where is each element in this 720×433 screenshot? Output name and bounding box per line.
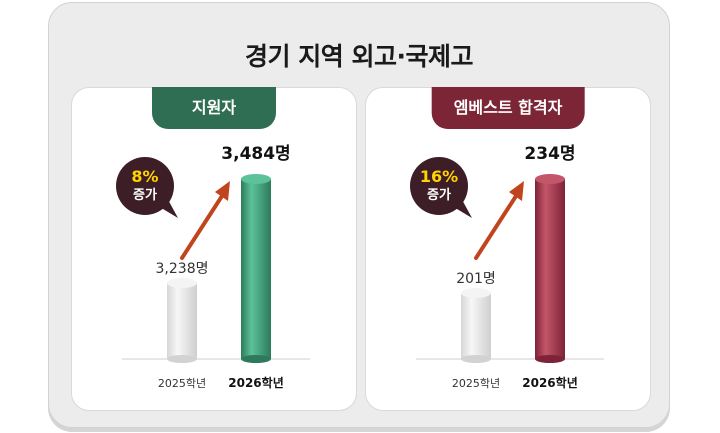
xlabel-2025: 2025학년 — [452, 377, 500, 390]
increase-percent: 16% — [420, 167, 458, 186]
applicants-chart: 3,238명 2025학년 3,484명 2026학년 8% 증가 — [116, 144, 310, 390]
increase-word: 증가 — [427, 188, 451, 203]
admits-panel: 엠베스트 합격자 201명 2025학년 234명 2026학년 16% 증가 — [365, 87, 651, 411]
value-label-2025: 3,238명 — [156, 261, 209, 277]
arrow-head — [509, 181, 524, 201]
arrow-head — [215, 181, 230, 201]
increase-arrow — [474, 194, 518, 260]
increase-arrow — [180, 194, 224, 260]
infographic-frame: 경기 지역 외고·국제고 지원자 3,238명 2025학년 3,484명 2026학… — [48, 2, 670, 428]
value-label-2026: 3,484명 — [221, 144, 290, 164]
applicants-tab: 지원자 — [152, 87, 276, 129]
admits-tab: 엠베스트 합격자 — [431, 87, 585, 129]
value-label-2025: 201명 — [456, 271, 496, 287]
value-label-2026: 234명 — [524, 144, 575, 164]
increase-badge — [410, 157, 472, 218]
increase-word: 증가 — [133, 188, 157, 203]
main-title: 경기 지역 외고·국제고 — [245, 42, 473, 71]
bar-2025 — [167, 278, 197, 363]
increase-percent: 8% — [131, 167, 158, 186]
increase-badge — [116, 157, 178, 218]
xlabel-2026: 2026학년 — [228, 375, 283, 390]
xlabel-2026: 2026학년 — [522, 375, 577, 390]
admits-chart: 201명 2025학년 234명 2026학년 16% 증가 — [410, 144, 604, 390]
xlabel-2025: 2025학년 — [158, 377, 206, 390]
bar-2026 — [535, 174, 565, 363]
bar-2025 — [461, 288, 491, 363]
bar-2026 — [241, 174, 271, 363]
applicants-panel: 지원자 3,238명 2025학년 3,484명 2026학년 8% 증가 — [71, 87, 357, 411]
